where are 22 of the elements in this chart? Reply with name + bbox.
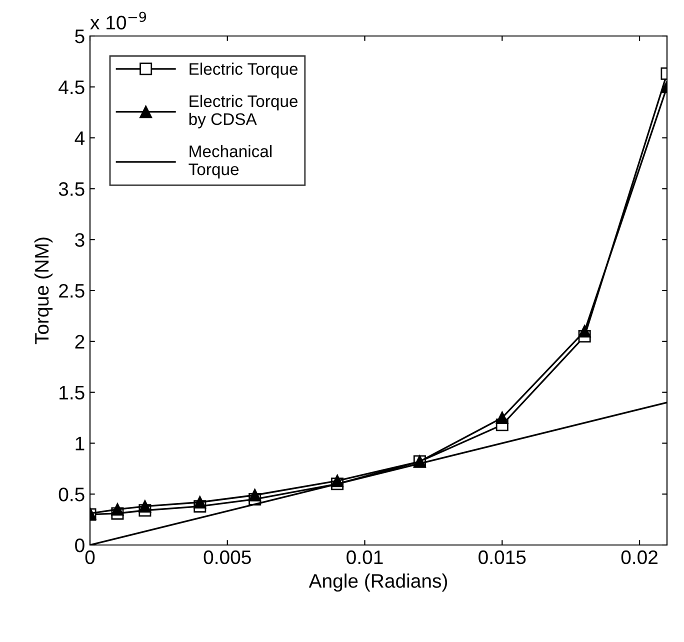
y-tick-label: 1.5 [60,386,84,400]
x-tick-label: 0.005 [204,550,251,564]
legend-label: Electric Torque by CDSA [189,94,298,128]
y-tick-label: 0 [75,538,84,552]
x-tick-label: 0.02 [621,550,658,564]
x-tick-label: 0.01 [346,550,383,564]
x-tick-label: 0 [85,550,95,564]
y-tick-label: 1 [76,436,84,450]
y-tick-label: 3.5 [58,182,84,196]
legend-label: Mechanical Torque [188,145,272,179]
y-axis-title: Torque (NM) [34,238,53,344]
y-tick-label: 4.5 [58,80,84,94]
legend-label: Electric Torque [190,62,298,78]
y-tick-label: 0.5 [58,488,84,502]
x-tick-label: 0.015 [478,550,526,564]
text: x 10$^{−9}$ [90,12,146,30]
y-tick-label: 2.5 [59,284,84,298]
y-tick-label: 2 [75,334,84,348]
y-tick-label: 3 [75,233,84,247]
y-tick-label: 4 [74,131,85,145]
y-tick-label: 5 [75,30,84,44]
x-axis-title: Angle (Radians) [308,574,448,592]
